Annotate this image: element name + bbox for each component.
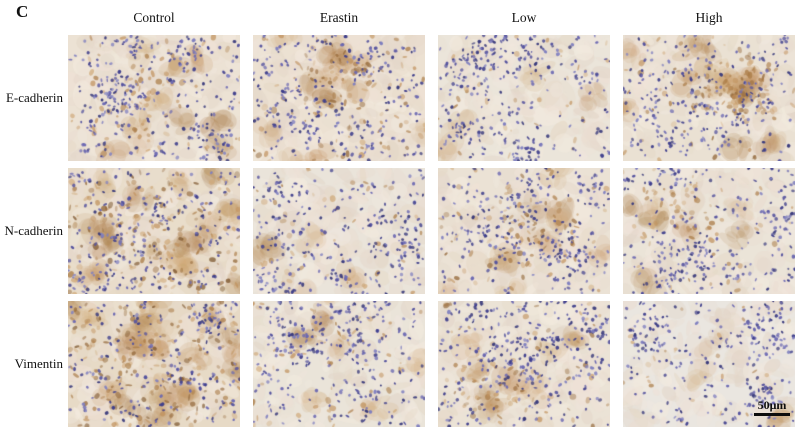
scale-bar-label: 50μm xyxy=(757,398,787,412)
micrograph-n-cadherin-control xyxy=(68,168,240,294)
scale-bar: 50μm xyxy=(751,399,793,416)
micrograph-vimentin-control xyxy=(68,301,240,427)
micrograph-n-cadherin-low xyxy=(438,168,610,294)
micrograph-e-cadherin-erastin xyxy=(253,35,425,161)
column-header-control: Control xyxy=(133,10,175,25)
scale-bar-line xyxy=(754,413,790,416)
micrograph-vimentin-erastin xyxy=(253,301,425,427)
micrograph-vimentin-high xyxy=(623,301,795,427)
row-label-e-cadherin: E-cadherin xyxy=(5,90,63,105)
micrograph-e-cadherin-high xyxy=(623,35,795,161)
row-label-n-cadherin: N-cadherin xyxy=(4,223,63,238)
micrograph-e-cadherin-control xyxy=(68,35,240,161)
micrograph-n-cadherin-erastin xyxy=(253,168,425,294)
micrograph-vimentin-low xyxy=(438,301,610,427)
micrograph-n-cadherin-high xyxy=(623,168,795,294)
column-header-low: Low xyxy=(511,10,537,25)
column-header-erastin: Erastin xyxy=(319,10,359,25)
row-label-vimentin: Vimentin xyxy=(14,356,63,371)
micrograph-e-cadherin-low xyxy=(438,35,610,161)
column-header-high: High xyxy=(695,10,723,25)
panel-label: C xyxy=(16,2,29,21)
